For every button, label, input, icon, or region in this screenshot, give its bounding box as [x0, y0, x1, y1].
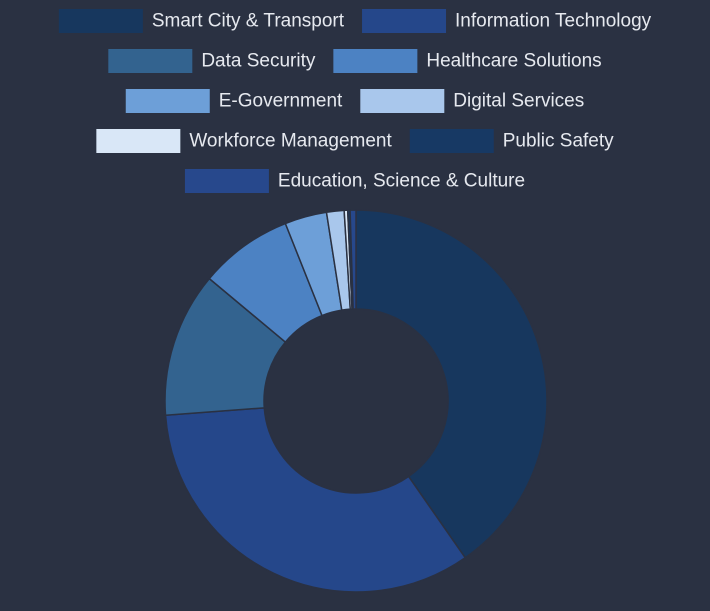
- legend-item[interactable]: Healthcare Solutions: [333, 49, 602, 73]
- legend-label: Workforce Management: [189, 131, 392, 152]
- legend-label: Smart City & Transport: [152, 11, 345, 32]
- legend-label: E-Government: [219, 91, 343, 112]
- legend-label: Public Safety: [503, 131, 614, 152]
- legend-swatch: [409, 129, 494, 153]
- legend-item[interactable]: Public Safety: [409, 129, 614, 153]
- legend-item[interactable]: Education, Science & Culture: [184, 169, 525, 193]
- donut-slices: [164, 209, 548, 593]
- donut-slice[interactable]: [349, 209, 357, 310]
- legend-label: Information Technology: [455, 11, 652, 32]
- legend-label: Education, Science & Culture: [278, 171, 525, 192]
- legend-item[interactable]: Digital Services: [360, 89, 584, 113]
- legend-label: Data Security: [201, 51, 316, 72]
- donut-slice[interactable]: [164, 407, 467, 593]
- legend-item[interactable]: Data Security: [108, 49, 316, 73]
- legend-swatch: [58, 9, 143, 33]
- legend-swatch: [362, 9, 447, 33]
- donut-slice[interactable]: [355, 209, 548, 559]
- legend-swatch: [96, 129, 181, 153]
- legend-item[interactable]: Workforce Management: [96, 129, 392, 153]
- legend-label: Digital Services: [453, 91, 584, 112]
- legend-swatch: [360, 89, 445, 113]
- legend-label: Healthcare Solutions: [426, 51, 601, 72]
- legend-item[interactable]: Smart City & Transport: [58, 9, 345, 33]
- legend-item[interactable]: E-Government: [125, 89, 343, 113]
- legend: Smart City & Transport Information Techno…: [58, 9, 652, 193]
- legend-item[interactable]: Information Technology: [362, 9, 652, 33]
- legend-swatch: [184, 169, 269, 193]
- legend-swatch: [108, 49, 193, 73]
- legend-swatch: [333, 49, 418, 73]
- legend-swatch: [125, 89, 210, 113]
